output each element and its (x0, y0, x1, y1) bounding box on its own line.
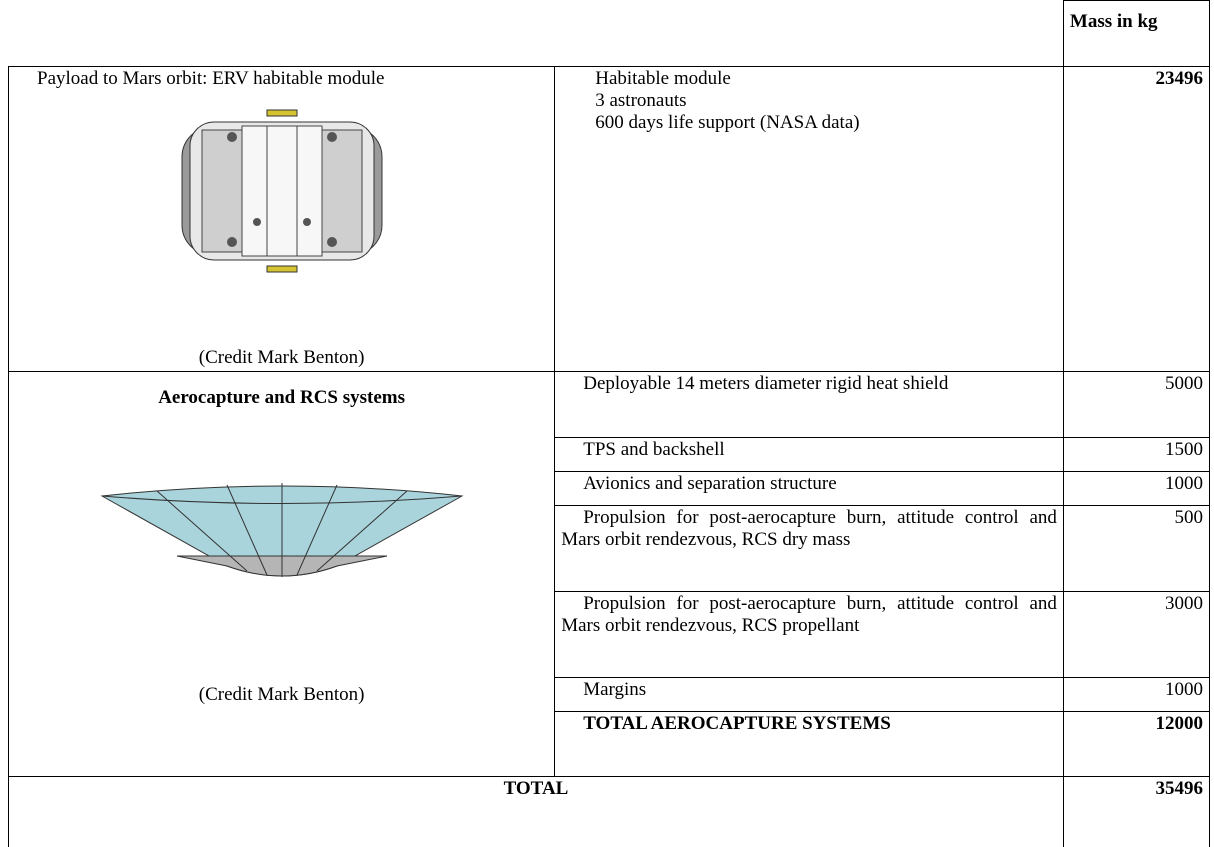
aero-credit: (Credit Mark Benton) (198, 684, 365, 705)
aero-cell: Aerocapture and RCS systems (Credit Mark… (7, 371, 556, 777)
aero-mass: 1000 (1062, 677, 1211, 712)
aero-mass: 500 (1062, 505, 1211, 592)
total-mass: 35496 (1062, 776, 1211, 847)
mass-table: Mass in kg Payload to Mars orbit: ERV ha… (7, 0, 1211, 847)
aero-title: Aerocapture and RCS systems (158, 387, 406, 408)
payload-item: 3 astronauts (595, 90, 687, 111)
aero-row: Aerocapture and RCS systems (Credit Mark… (7, 371, 1211, 777)
payload-item: Habitable module (595, 68, 731, 89)
aero-total-label: TOTAL AEROCAPTURE SYSTEMS (554, 711, 1064, 777)
aero-mass: 1000 (1062, 471, 1211, 506)
heat-shield-image (100, 483, 464, 577)
aero-item: Deployable 14 meters diameter rigid heat… (554, 371, 1064, 438)
aero-item: Avionics and separation structure (554, 471, 1064, 506)
empty-cell (8, 0, 555, 67)
aero-item: Margins (554, 677, 1064, 712)
payload-items: Habitable module 3 astronauts 600 days l… (554, 66, 1064, 372)
payload-mass: 23496 (1062, 66, 1211, 372)
payload-credit: (Credit Mark Benton) (198, 347, 365, 368)
aero-total-mass: 12000 (1062, 711, 1211, 777)
aero-mass: 5000 (1062, 371, 1211, 438)
total-row: TOTAL 35496 (8, 776, 1211, 847)
payload-description: Payload to Mars orbit: ERV habitable mod… (37, 68, 385, 89)
aero-total-row: TOTAL AEROCAPTURE SYSTEMS 12000 (9, 711, 1211, 777)
aero-item: Propulsion for post-aerocapture burn, at… (554, 591, 1064, 678)
aero-mass: 3000 (1062, 591, 1211, 678)
aero-item: Propulsion for post-aerocapture burn, at… (554, 505, 1064, 592)
aero-row: Propulsion for post-aerocapture burn, at… (9, 505, 1211, 592)
payload-row: Payload to Mars orbit: ERV habitable mod… (7, 66, 1211, 372)
aero-row: Avionics and separation structure 1000 (9, 471, 1211, 506)
aero-row: Propulsion for post-aerocapture burn, at… (9, 591, 1211, 678)
aero-item: TPS and backshell (554, 437, 1064, 472)
aero-row: Margins 1000 (9, 677, 1211, 712)
aero-mass: 1500 (1062, 437, 1211, 472)
payload-item: 600 days life support (NASA data) (595, 112, 860, 133)
mass-header: Mass in kg (1062, 0, 1211, 67)
aero-row: TPS and backshell 1500 (9, 437, 1211, 472)
empty-cell (554, 0, 1064, 67)
habitable-module-image (181, 109, 383, 273)
total-label: TOTAL (8, 776, 1064, 847)
payload-cell: Payload to Mars orbit: ERV habitable mod… (7, 66, 556, 372)
header-row: Mass in kg (8, 0, 1211, 67)
